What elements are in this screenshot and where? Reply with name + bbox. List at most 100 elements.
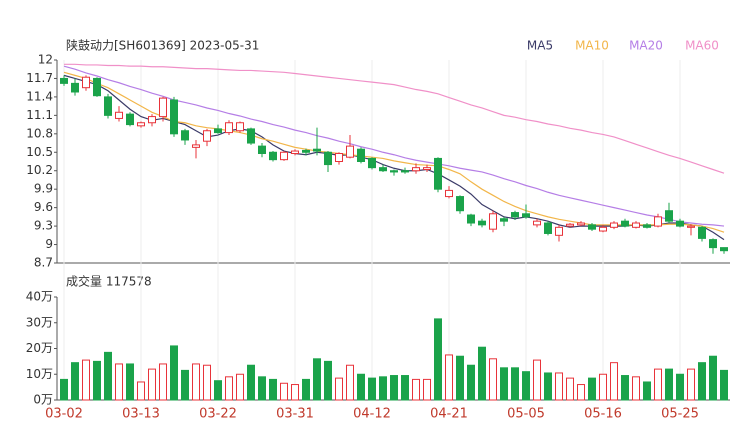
- volume-bar: [478, 346, 486, 401]
- candle-body: [676, 220, 684, 227]
- volume-bar: [632, 376, 640, 401]
- candle-body: [401, 170, 409, 173]
- x-tick-label: 04-21: [430, 407, 468, 422]
- candle-body: [60, 77, 68, 84]
- volume-bar: [60, 378, 68, 401]
- x-tick-label: 05-25: [661, 407, 699, 422]
- y-tick-label: 10万: [26, 367, 53, 381]
- y-tick-label: 11.1: [26, 108, 53, 122]
- candle-body: [423, 167, 431, 170]
- volume-bar: [137, 381, 145, 401]
- volume-bar: [225, 376, 233, 401]
- volume-bar: [467, 364, 475, 401]
- candle-body: [335, 153, 343, 163]
- candle-body: [170, 99, 178, 135]
- volume-bar: [489, 358, 497, 401]
- volume-bar: [357, 373, 365, 401]
- candle-body: [489, 213, 497, 230]
- volume-bar: [280, 382, 288, 401]
- candle-body: [236, 122, 244, 132]
- candle-body: [522, 213, 530, 218]
- volume-bar: [643, 381, 651, 401]
- x-tick-label: 04-12: [353, 407, 391, 422]
- legend-entry: MA5: [527, 39, 553, 53]
- ma-line: [64, 63, 725, 174]
- x-tick-label: 03-22: [199, 407, 237, 422]
- candle-body: [621, 220, 629, 227]
- volume-bar: [313, 358, 321, 401]
- volume-bar: [709, 355, 717, 401]
- candle-body: [82, 76, 90, 89]
- candle-body: [379, 167, 387, 172]
- candle-body: [665, 210, 673, 222]
- volume-bar: [236, 373, 244, 401]
- candle-body: [71, 82, 79, 93]
- candle-body: [280, 151, 288, 161]
- volume-bar: [258, 376, 266, 401]
- candle-body: [192, 144, 200, 148]
- candle-body: [291, 150, 299, 155]
- candle-body: [445, 189, 453, 198]
- volume-bar: [379, 376, 387, 401]
- candle-body: [203, 130, 211, 142]
- y-tick-label: 12: [38, 53, 53, 67]
- y-tick-label: 0万: [33, 393, 53, 407]
- volume-bar: [412, 378, 420, 401]
- volume-bar: [192, 363, 200, 401]
- y-tick-label: 11.4: [26, 89, 53, 103]
- volume-bar: [566, 377, 574, 401]
- volume-bar: [291, 384, 299, 401]
- y-tick-label: 11.7: [26, 71, 53, 85]
- volume-bar: [423, 378, 431, 401]
- volume-bar: [654, 368, 662, 401]
- candle-body: [456, 196, 464, 212]
- candle-body: [137, 122, 145, 127]
- y-tick-label: 10.5: [26, 145, 53, 159]
- candle-body: [500, 218, 508, 222]
- legend-entry: MA10: [575, 39, 609, 53]
- volume-bar: [203, 364, 211, 401]
- y-tick-label: 20万: [26, 341, 53, 355]
- candle-body: [247, 128, 255, 144]
- volume-bar: [599, 373, 607, 401]
- volume-bar: [500, 367, 508, 401]
- candle-body: [225, 122, 233, 134]
- volume-bar: [104, 351, 112, 401]
- volume-bar: [434, 318, 442, 401]
- candle-body: [709, 239, 717, 249]
- candle-body: [467, 214, 475, 224]
- volume-bar: [324, 360, 332, 401]
- volume-bar: [621, 375, 629, 401]
- candle-body: [181, 130, 189, 141]
- volume-bar: [115, 363, 123, 401]
- candle-body: [93, 77, 101, 97]
- volume-bar: [302, 378, 310, 401]
- candle-body: [269, 151, 277, 161]
- candle-body: [148, 116, 156, 124]
- candle-body: [478, 220, 486, 226]
- chart-title: 陕鼓动力[SH601369] 2023-05-31: [66, 38, 259, 53]
- volume-bar: [368, 377, 376, 401]
- candle-body: [654, 216, 662, 227]
- candle-body: [434, 157, 442, 190]
- volume-bar: [698, 362, 706, 401]
- candle-body: [214, 128, 222, 134]
- volume-bar: [335, 377, 343, 401]
- volume-bar: [170, 345, 178, 401]
- legend-entry: MA60: [685, 39, 719, 53]
- volume-bar: [720, 369, 728, 401]
- candle-body: [577, 222, 585, 226]
- candle-body: [544, 222, 552, 234]
- volume-bar: [544, 372, 552, 401]
- candle-body: [302, 149, 310, 153]
- legend-entry: MA20: [629, 39, 663, 53]
- y-tick-label: 8.7: [34, 256, 53, 270]
- volume-bar: [577, 384, 585, 401]
- x-tick-label: 05-05: [507, 407, 545, 422]
- x-tick-label: 05-16: [584, 407, 622, 422]
- candle-body: [126, 113, 134, 126]
- volume-bar: [555, 372, 563, 401]
- volume-bar: [247, 364, 255, 401]
